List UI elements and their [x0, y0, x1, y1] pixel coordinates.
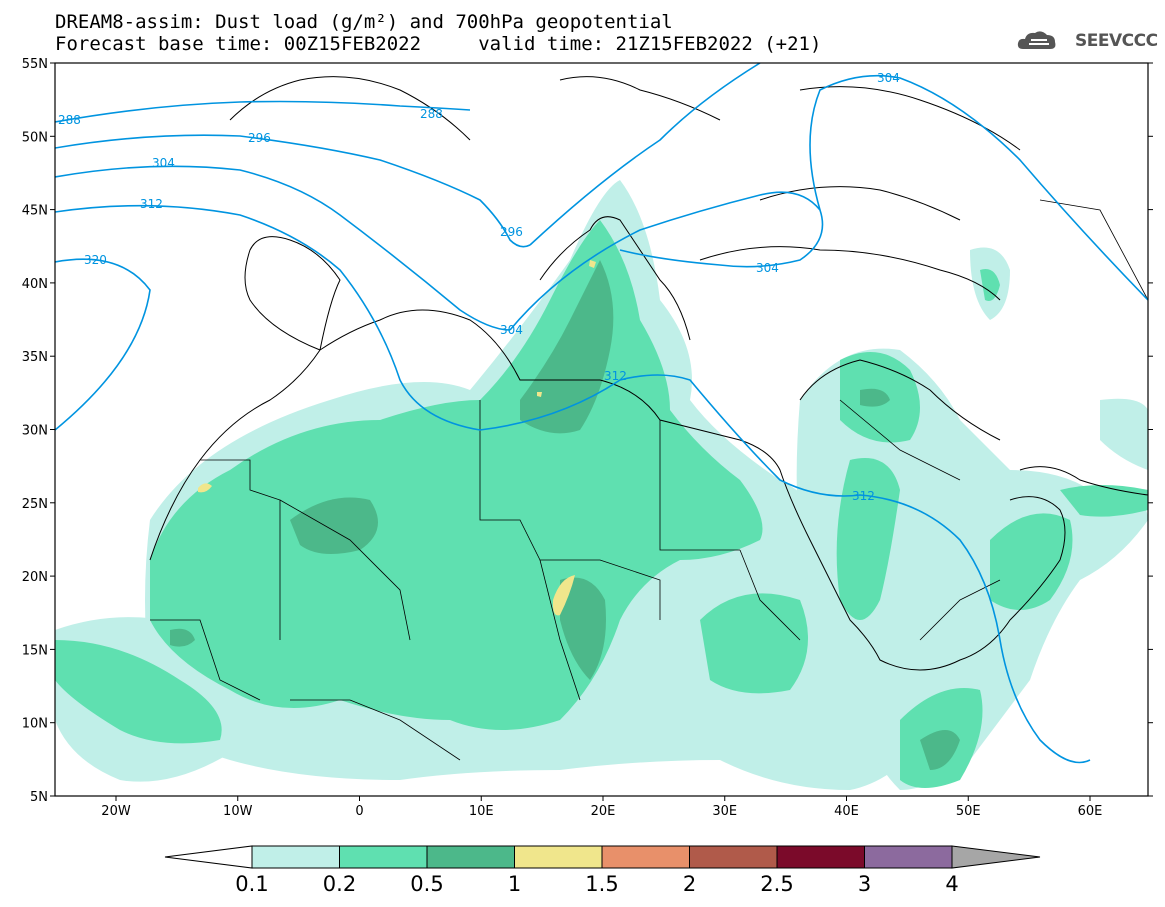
- contour-label: 320: [84, 253, 107, 267]
- lat-label: 25N: [22, 497, 48, 512]
- colorbar-label: 0.1: [235, 872, 268, 896]
- lat-label: 45N: [22, 204, 48, 219]
- lat-label: 15N: [22, 643, 48, 658]
- colorbar-label: 1.5: [585, 872, 618, 896]
- lon-label: 20E: [591, 804, 616, 819]
- contour-label: 304: [877, 71, 900, 85]
- forecast-time-line: Forecast base time: 00Z15FEB2022 valid t…: [55, 33, 822, 55]
- contour-label: 312: [852, 489, 875, 503]
- colorbar-swatch: [689, 845, 778, 869]
- colorbar-swatch: [601, 845, 690, 869]
- lon-label: 40E: [834, 804, 859, 819]
- lat-label: 50N: [22, 130, 48, 145]
- lat-label: 30N: [22, 424, 48, 439]
- lat-label: 35N: [22, 350, 48, 365]
- lon-label: 10E: [469, 804, 494, 819]
- map-title: DREAM8-assim: Dust load (g/m²) and 700hP…: [55, 11, 673, 33]
- lon-label: 0: [355, 804, 363, 819]
- lat-label: 55N: [22, 57, 48, 72]
- colorbar-swatch: [251, 845, 340, 869]
- contour-label: 288: [420, 107, 443, 121]
- colorbar-swatch: [514, 845, 603, 869]
- colorbar: 0.1 0.2 0.5 1 1.5 2 2.5 3 4: [164, 845, 1041, 896]
- colorbar-label: 2: [683, 872, 696, 896]
- cloud-logo-icon: [1017, 31, 1056, 49]
- contour-label: 288: [58, 113, 81, 127]
- lat-label: 20N: [22, 570, 48, 585]
- coastlines: [149, 76, 1148, 671]
- contour-label: 312: [604, 369, 627, 383]
- longitude-axis: 20W 10W 0 10E 20E 30E 40E 50E 60E: [101, 796, 1102, 819]
- colorbar-label: 2.5: [760, 872, 793, 896]
- dust-shade-1: [198, 260, 596, 616]
- contour-label: 304: [152, 156, 175, 170]
- dust-shade-0.5: [170, 260, 960, 770]
- lon-label: 20W: [101, 804, 131, 819]
- colorbar-label: 0.2: [323, 872, 356, 896]
- colorbar-high-triangle: [951, 845, 1041, 869]
- lon-label: 50E: [956, 804, 981, 819]
- logo-text: SEEVCCC: [1075, 31, 1158, 51]
- lon-label: 60E: [1078, 804, 1103, 819]
- colorbar-label: 1: [508, 872, 521, 896]
- colorbar-swatch: [776, 845, 865, 869]
- colorbar-low-triangle: [164, 845, 253, 869]
- contour-label: 312: [140, 197, 163, 211]
- colorbar-label: 0.5: [410, 872, 443, 896]
- lat-label: 10N: [22, 717, 48, 732]
- contour-label: 296: [500, 225, 523, 239]
- colorbar-swatch: [339, 845, 428, 869]
- contour-labels: 288 296 304 312 320 288 296 304 304 312 …: [58, 71, 900, 503]
- colorbar-swatch: [426, 845, 515, 869]
- lat-label: 40N: [22, 277, 48, 292]
- contour-label: 304: [500, 323, 523, 337]
- contour-label: 296: [248, 131, 271, 145]
- colorbar-swatch: [864, 845, 953, 869]
- lon-label: 10W: [223, 804, 253, 819]
- country-borders: [150, 199, 1148, 761]
- contour-label: 304: [756, 261, 779, 275]
- geopotential-contours: [55, 63, 1148, 764]
- latitude-axis: 55N 50N 45N 40N 35N 30N 25N 20N 15N 10N 5N: [22, 57, 1153, 805]
- lat-label: 5N: [30, 790, 48, 805]
- colorbar-label: 3: [858, 872, 871, 896]
- colorbar-label: 4: [945, 872, 958, 896]
- lon-label: 30E: [712, 804, 737, 819]
